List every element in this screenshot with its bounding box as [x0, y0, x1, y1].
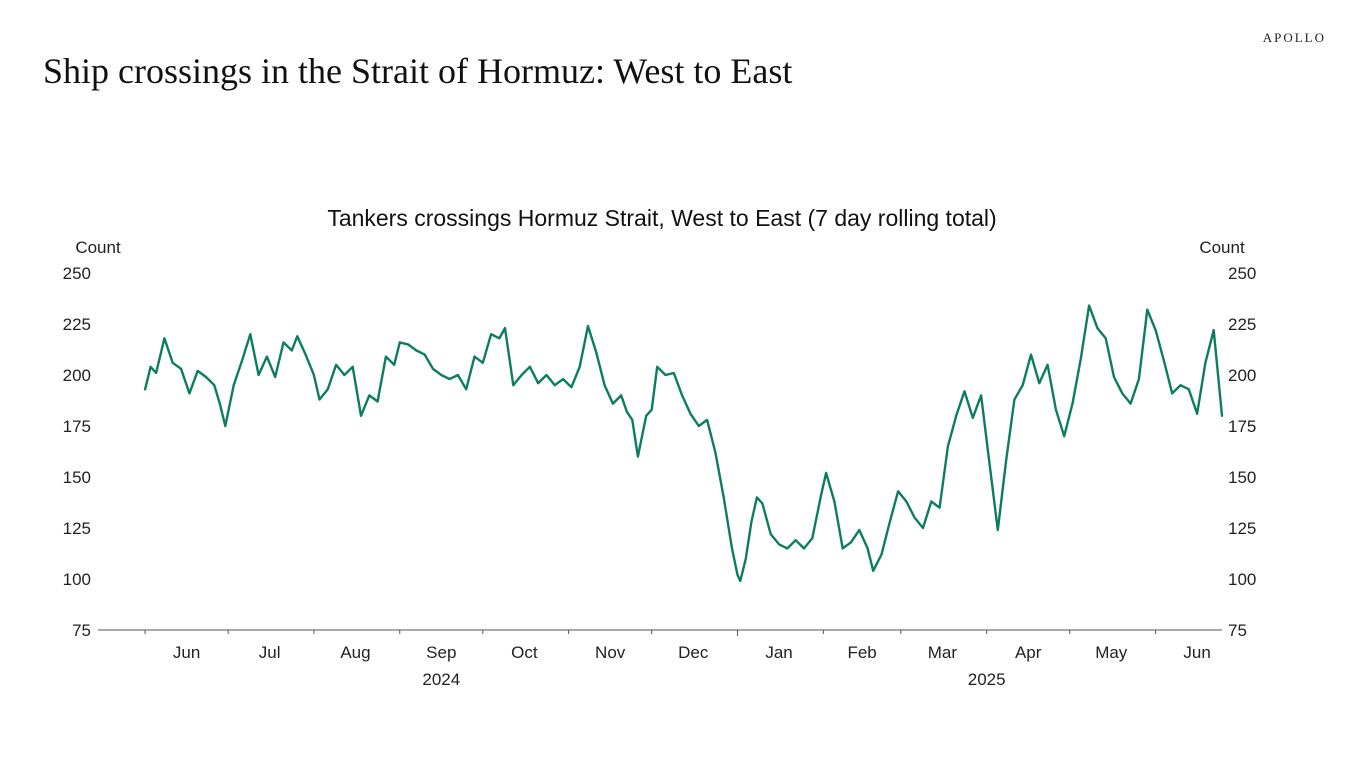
x-tick-label: Nov	[595, 643, 626, 662]
chart-title: Tankers crossings Hormuz Strait, West to…	[327, 205, 996, 231]
x-tick-label: Feb	[847, 643, 876, 662]
x-year-label: 2024	[422, 670, 460, 689]
series-line	[143, 304, 1224, 583]
y-tick-label-left: 250	[63, 264, 91, 283]
y-tick-label-right: 200	[1228, 366, 1256, 385]
x-year-label: 2025	[968, 670, 1006, 689]
x-tick-label: Dec	[678, 643, 709, 662]
x-tick-label: Jul	[259, 643, 281, 662]
y-tick-label-right: 225	[1228, 315, 1256, 334]
y-tick-label-left: 200	[63, 366, 91, 385]
x-tick-label: Oct	[511, 643, 538, 662]
x-tick-label: Sep	[426, 643, 456, 662]
y-tick-label-right: 175	[1228, 417, 1256, 436]
y-axis-label-left: Count	[75, 238, 121, 257]
axis-layer: 75 75 100 100 125 125 150 150 175 175 200 200 225 225…	[63, 264, 1257, 689]
x-tick-label: Aug	[340, 643, 370, 662]
y-tick-label-left: 100	[63, 570, 91, 589]
y-tick-label-right: 75	[1228, 621, 1247, 640]
y-tick-label-left: 150	[63, 468, 91, 487]
brand-logo: APOLLO	[1262, 30, 1326, 45]
series-layer	[143, 304, 1224, 583]
y-tick-label-right: 125	[1228, 519, 1256, 538]
y-tick-label-left: 175	[63, 417, 91, 436]
y-tick-label-right: 250	[1228, 264, 1256, 283]
y-tick-label-right: 150	[1228, 468, 1256, 487]
y-tick-label-left: 75	[72, 621, 91, 640]
y-tick-label-right: 100	[1228, 570, 1256, 589]
y-axis-label-right: Count	[1199, 238, 1245, 257]
y-tick-label-left: 125	[63, 519, 91, 538]
x-tick-label: Jun	[1183, 643, 1210, 662]
x-tick-label: Jan	[765, 643, 792, 662]
page-title: Ship crossings in the Strait of Hormuz: …	[43, 51, 793, 91]
x-tick-label: May	[1095, 643, 1128, 662]
x-tick-label: Apr	[1015, 643, 1042, 662]
x-tick-label: Mar	[928, 643, 958, 662]
x-tick-label: Jun	[173, 643, 200, 662]
y-tick-label-left: 225	[63, 315, 91, 334]
